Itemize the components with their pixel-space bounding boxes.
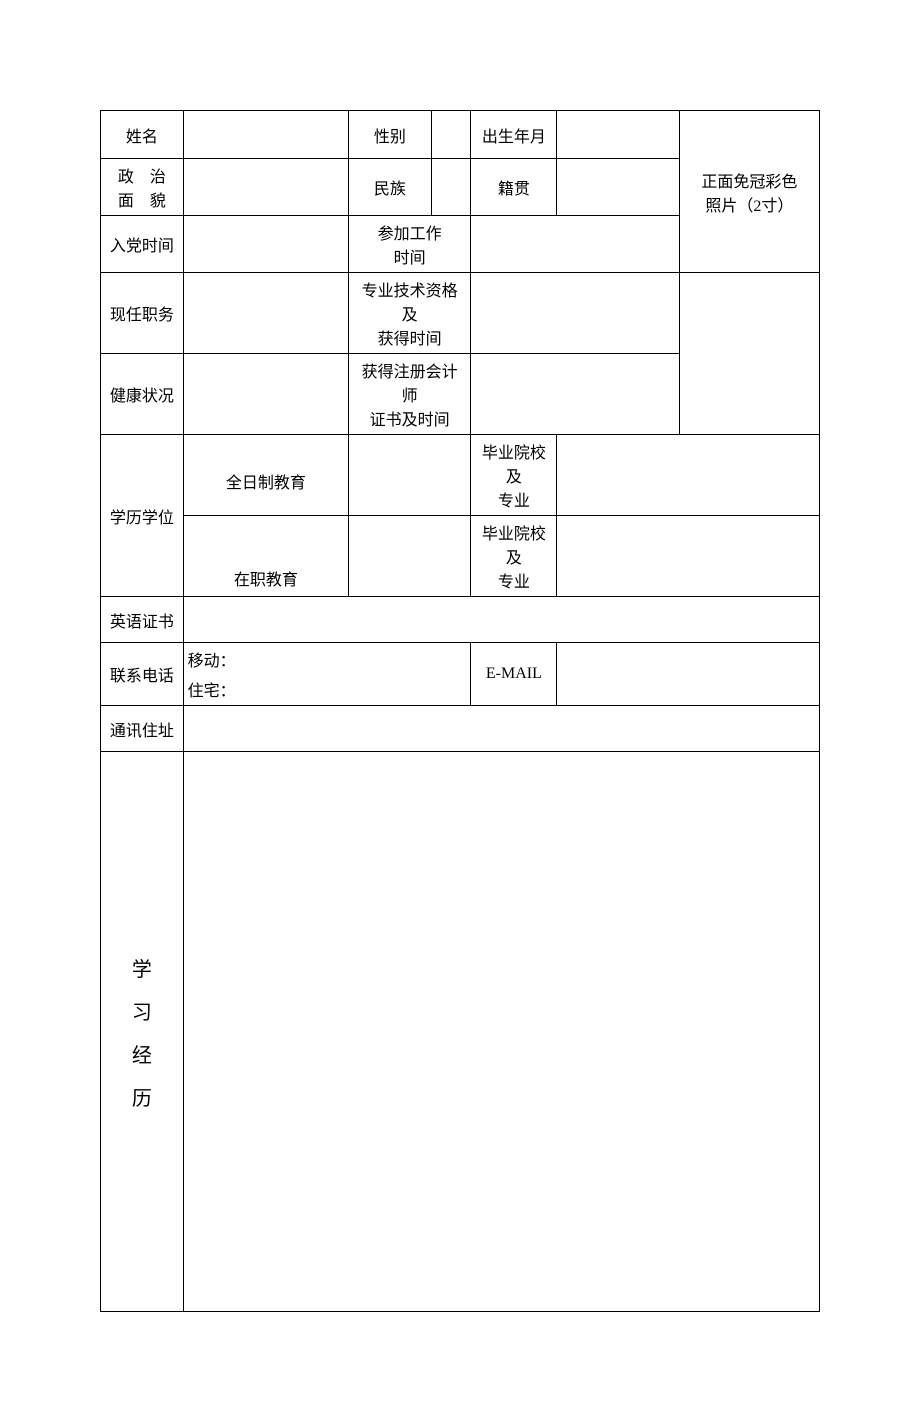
label-ethnicity: 民族 — [349, 159, 432, 216]
value-gender[interactable] — [431, 111, 471, 159]
label-name: 姓名 — [101, 111, 184, 159]
label-political-line2: 面 貌 — [107, 187, 177, 211]
label-work-start-date: 参加工作 时间 — [349, 216, 471, 273]
label-health: 健康状况 — [101, 354, 184, 435]
photo-label-line1: 正面免冠彩色 — [686, 168, 813, 192]
label-fulltime-edu: 全日制教育 — [183, 435, 348, 516]
label-professional-qual: 专业技术资格及 获得时间 — [349, 273, 471, 354]
label-phone: 联系电话 — [101, 643, 184, 706]
value-cpa-cert[interactable] — [471, 354, 680, 435]
label-party-join-date: 入党时间 — [101, 216, 184, 273]
value-political[interactable] — [183, 159, 348, 216]
photo-cell-extend — [679, 273, 819, 435]
label-professional-qual-line1: 专业技术资格及 — [355, 277, 464, 325]
label-fulltime-grad-school: 毕业院校及 专业 — [471, 435, 557, 516]
label-cpa-cert: 获得注册会计师 证书及时间 — [349, 354, 471, 435]
value-address[interactable] — [183, 706, 819, 752]
label-home: 住宅： — [188, 677, 465, 701]
label-native-place: 籍贯 — [471, 159, 557, 216]
study-history-c1: 学 — [107, 953, 177, 982]
photo-cell[interactable]: 正面免冠彩色 照片（2寸） — [679, 111, 819, 273]
value-name[interactable] — [183, 111, 348, 159]
label-professional-qual-line2: 获得时间 — [355, 325, 464, 349]
label-current-position: 现任职务 — [101, 273, 184, 354]
label-cpa-cert-line1: 获得注册会计师 — [355, 358, 464, 406]
label-birth: 出生年月 — [471, 111, 557, 159]
label-parttime-edu: 在职教育 — [183, 516, 348, 597]
label-parttime-grad-school: 毕业院校及 专业 — [471, 516, 557, 597]
value-study-history[interactable] — [183, 752, 819, 1312]
value-health[interactable] — [183, 354, 348, 435]
value-fulltime-grad-school[interactable] — [557, 435, 820, 516]
label-political: 政 治 面 貌 — [101, 159, 184, 216]
value-native-place[interactable] — [557, 159, 679, 216]
label-study-history: 学 习 经 历 — [101, 752, 184, 1312]
study-history-c3: 经 — [107, 1039, 177, 1068]
label-work-start-date-line1: 参加工作 — [355, 220, 464, 244]
label-parttime-grad-school-line2: 专业 — [477, 568, 550, 592]
resume-form-table: 姓名 性别 出生年月 正面免冠彩色 照片（2寸） 政 治 面 貌 民族 籍贯 入… — [100, 110, 820, 1312]
value-parttime-grad-school[interactable] — [557, 516, 820, 597]
study-history-c4: 历 — [107, 1082, 177, 1111]
value-email[interactable] — [557, 643, 820, 706]
label-address: 通讯住址 — [101, 706, 184, 752]
label-english-cert: 英语证书 — [101, 597, 184, 643]
study-history-c2: 习 — [107, 996, 177, 1025]
value-fulltime-edu[interactable] — [349, 435, 471, 516]
photo-label-line2: 照片（2寸） — [686, 192, 813, 216]
label-fulltime-grad-school-line2: 专业 — [477, 487, 550, 511]
label-political-line1: 政 治 — [107, 163, 177, 187]
label-education-degree: 学历学位 — [101, 435, 184, 597]
value-ethnicity[interactable] — [431, 159, 471, 216]
value-birth[interactable] — [557, 111, 679, 159]
value-party-join-date[interactable] — [183, 216, 348, 273]
label-fulltime-grad-school-line1: 毕业院校及 — [477, 439, 550, 487]
label-gender: 性别 — [349, 111, 432, 159]
value-work-start-date[interactable] — [471, 216, 680, 273]
value-current-position[interactable] — [183, 273, 348, 354]
value-english-cert[interactable] — [183, 597, 819, 643]
label-parttime-grad-school-line1: 毕业院校及 — [477, 520, 550, 568]
label-email: E-MAIL — [471, 643, 557, 706]
value-phone[interactable]: 移动： 住宅： — [183, 643, 471, 706]
value-professional-qual[interactable] — [471, 273, 680, 354]
value-parttime-edu[interactable] — [349, 516, 471, 597]
label-mobile: 移动： — [188, 647, 465, 671]
label-work-start-date-line2: 时间 — [355, 244, 464, 268]
label-cpa-cert-line2: 证书及时间 — [355, 406, 464, 430]
